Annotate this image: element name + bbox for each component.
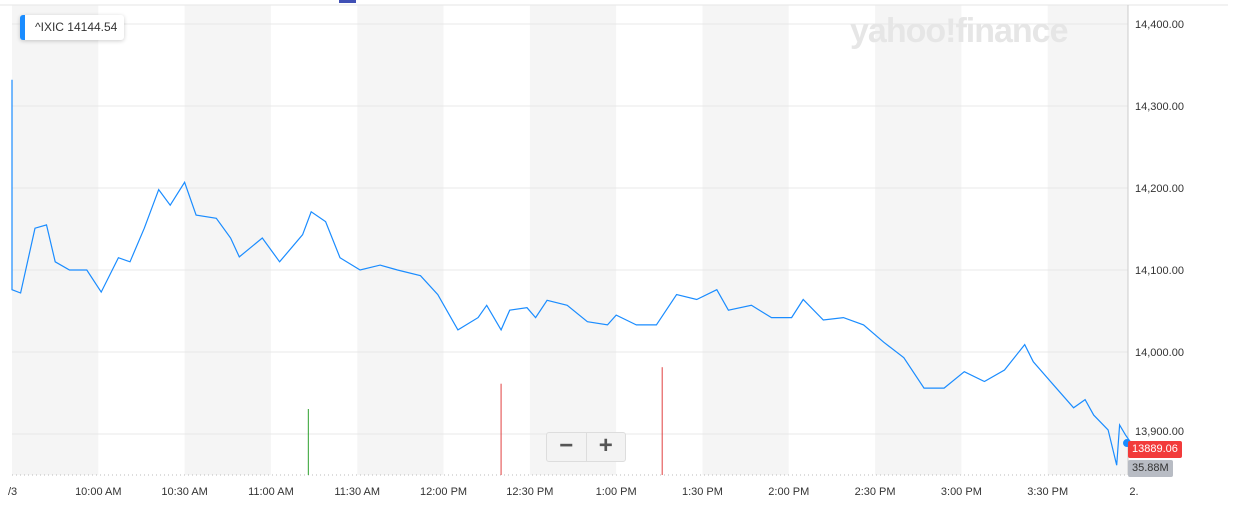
current-price-badge: 13889.06 — [1128, 441, 1182, 458]
zoom-in-button[interactable]: + — [598, 432, 613, 459]
y-tick-label: 13,900.00 — [1135, 426, 1184, 438]
x-tick-label: 10:00 AM — [75, 486, 121, 498]
time-band — [529, 5, 617, 475]
x-tick-label: 1:00 PM — [596, 486, 637, 498]
y-tick-label: 14,400.00 — [1135, 19, 1184, 31]
y-tick-label: 14,300.00 — [1135, 101, 1184, 113]
y-tick-label: 14,000.00 — [1135, 347, 1184, 359]
x-tick-label: 2:00 PM — [768, 486, 809, 498]
x-tick-label: 2. — [1129, 486, 1138, 498]
x-tick-label: 1:30 PM — [682, 486, 723, 498]
zoom-controls: − + — [546, 432, 626, 462]
x-tick-label: /3 — [8, 486, 17, 498]
time-band — [702, 5, 789, 475]
price-line — [11, 79, 1132, 466]
x-tick-label: 12:30 PM — [506, 486, 553, 498]
volume-badge: 35.88M — [1128, 460, 1173, 477]
y-tick-label: 14,200.00 — [1135, 183, 1184, 195]
x-tick-label: 2:30 PM — [855, 486, 896, 498]
yahoo-finance-logo: yahoo!finance — [850, 12, 1068, 50]
x-tick-label: 11:30 AM — [334, 486, 380, 498]
x-tick-label: 12:00 PM — [420, 486, 467, 498]
zoom-out-button[interactable]: − — [547, 433, 587, 461]
x-tick-label: 3:30 PM — [1027, 486, 1068, 498]
time-band — [184, 5, 271, 475]
y-tick-label: 14,100.00 — [1135, 265, 1184, 277]
range-indicator — [339, 0, 356, 3]
x-tick-label: 3:00 PM — [941, 486, 982, 498]
time-band — [875, 5, 962, 475]
time-band — [12, 5, 99, 475]
time-band — [357, 5, 444, 475]
ticker-label: ^IXIC 14144.54 — [20, 15, 125, 40]
time-band — [1047, 5, 1128, 475]
x-tick-label: 10:30 AM — [161, 486, 207, 498]
x-tick-label: 11:00 AM — [248, 486, 294, 498]
